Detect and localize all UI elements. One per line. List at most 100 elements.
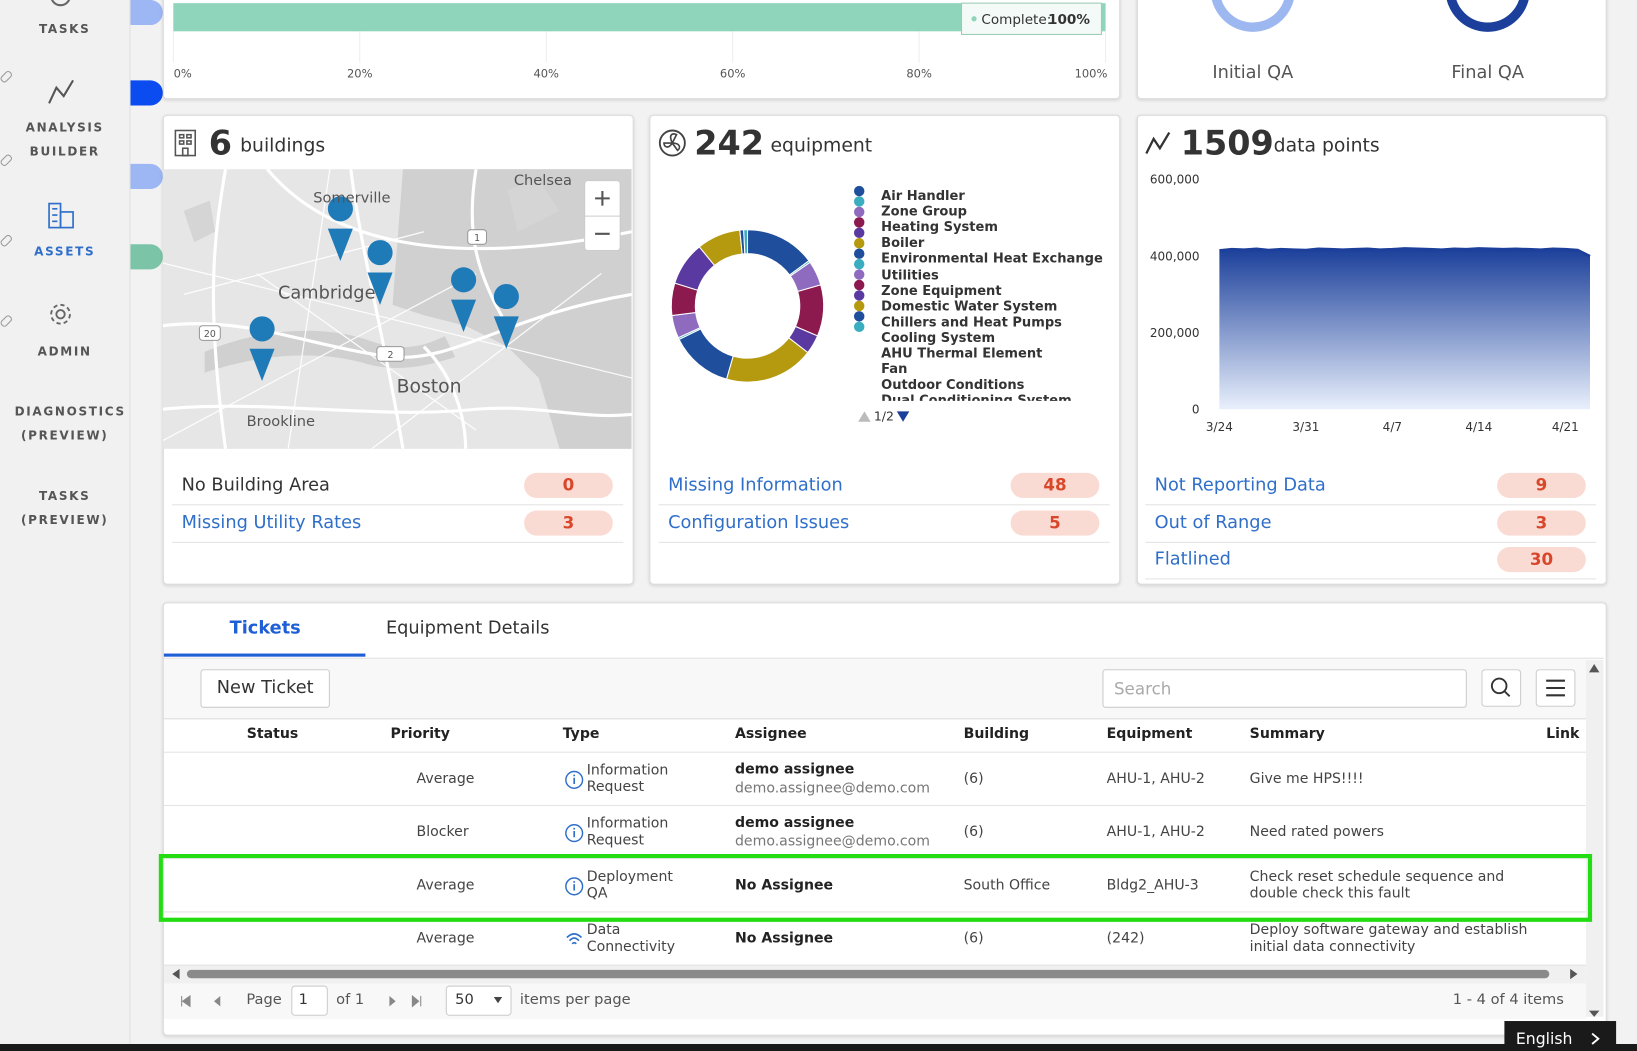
nav-item[interactable]: ANALYSIS BUILDER — [25, 120, 104, 159]
data-points-count: 1509 — [1180, 122, 1274, 163]
admin-icon — [50, 303, 71, 325]
info-circle — [565, 824, 584, 843]
search-input[interactable]: Search — [1102, 669, 1467, 708]
map: 1 2 20 Somerville Chelsea Cambridge Boston… — [162, 169, 632, 449]
issue-count: 3 — [524, 509, 613, 536]
legend-dot — [853, 227, 865, 239]
issue-count: 3 — [1497, 509, 1586, 536]
legend-label: Cooling System — [881, 329, 996, 345]
equipment-card — [649, 114, 1121, 585]
buildings-unit: buildings — [240, 134, 326, 157]
type: Information Request — [586, 761, 669, 796]
nav-item[interactable]: ASSETS — [34, 243, 96, 259]
pager-range: 1 - 4 of 4 items — [1452, 991, 1564, 1009]
analysis-icon — [48, 79, 74, 104]
assignee-email: demo.assignee@demo.com — [734, 833, 931, 850]
buildings-count: 6 — [208, 122, 233, 163]
highlight-box — [158, 853, 1593, 922]
map-label: Boston — [397, 377, 462, 398]
tab[interactable]: Equipment Details — [385, 617, 550, 639]
assignee: No Assignee — [734, 930, 834, 947]
nav-item[interactable]: ADMIN — [37, 343, 92, 359]
type: Information Request — [586, 815, 669, 849]
type: Data Connectivity — [586, 921, 676, 956]
data-points-icon — [1145, 131, 1171, 154]
issue-separator — [658, 541, 1110, 543]
y-tick-label: 200,000 — [1150, 326, 1200, 340]
priority: Average — [416, 770, 475, 788]
pager-per-page[interactable]: 50 — [455, 991, 474, 1009]
nav-item[interactable]: DIAGNOSTICS (PREVIEW) — [14, 404, 126, 443]
map-label: Chelsea — [514, 172, 572, 189]
issue-count: 0 — [524, 472, 613, 498]
legend-dot — [853, 258, 865, 270]
qa-label: Initial QA — [1212, 62, 1294, 84]
progress-chart: 0% 20% 40% 60% 80% 100%Complete:100% — [172, 2, 1107, 80]
issue-label: No Building Area — [181, 474, 330, 496]
y-tick-label: 0 — [1192, 402, 1200, 416]
issue-count: 48 — [1010, 472, 1100, 498]
tab-underline — [163, 653, 366, 657]
final-qa-ring — [1446, 0, 1529, 32]
type-icon — [566, 933, 583, 945]
issue-label[interactable]: Not Reporting Data — [1154, 474, 1326, 496]
wifi-arc — [571, 941, 577, 945]
issue-label[interactable]: Configuration Issues — [668, 511, 850, 533]
equipment-unit: equipment — [770, 134, 873, 157]
legend-pager[interactable]: 1/2 — [856, 408, 919, 425]
qa-card — [1136, 0, 1607, 100]
info-circle — [565, 877, 584, 896]
equipment: AHU-1, AHU-2 — [1106, 770, 1205, 788]
language[interactable]: English — [1515, 1029, 1573, 1049]
pager-page[interactable]: 1 — [298, 991, 308, 1009]
legend-dot — [853, 290, 865, 301]
qa-label: Final QA — [1451, 62, 1525, 84]
bottom-bar — [0, 1044, 1637, 1051]
legend-dot — [853, 238, 865, 249]
assets-icon — [48, 202, 74, 229]
nav-item[interactable]: TASKS — [38, 21, 91, 37]
issue-count: 5 — [1010, 509, 1100, 536]
legend-label: Boiler — [881, 234, 925, 251]
row-separator — [163, 964, 1586, 966]
issue-label[interactable]: Missing Information — [668, 474, 843, 496]
x-tick-label: 0% — [174, 66, 192, 80]
equipment: Bldg2_AHU-3 — [1106, 876, 1199, 894]
tooltip-dot — [971, 16, 977, 22]
column-header: Priority — [390, 725, 450, 743]
table-scroll — [163, 964, 1586, 1019]
issue-label[interactable]: Flatlined — [1154, 548, 1231, 570]
initial-qa-ring — [1211, 0, 1294, 32]
priority: Average — [416, 930, 475, 947]
column-header: Link — [1546, 725, 1580, 743]
legend-dot — [853, 217, 865, 228]
building: South Office — [963, 876, 1051, 894]
x-tick-label: 4/7 — [1383, 420, 1402, 434]
donut-chart — [670, 229, 825, 383]
nav-icons — [48, 0, 74, 325]
legend-dot — [853, 248, 865, 259]
tooltip — [961, 2, 1102, 35]
building: (6) — [963, 823, 984, 841]
legend-dot — [853, 279, 865, 291]
issue-label[interactable]: Missing Utility Rates — [181, 511, 362, 533]
tooltip-value: 100% — [1048, 12, 1090, 28]
new-ticket-button[interactable]: New Ticket — [200, 669, 330, 708]
issue-separator — [1145, 504, 1597, 506]
type-icon — [565, 877, 584, 896]
svg-text:2: 2 — [387, 350, 393, 361]
legend-dot — [853, 300, 865, 312]
toolbar-buttons[interactable] — [1481, 669, 1577, 708]
zoom-controls[interactable] — [584, 180, 621, 252]
equipment: (242) — [1106, 930, 1145, 947]
tab[interactable]: Tickets — [229, 617, 301, 639]
issue-label[interactable]: Out of Range — [1154, 511, 1272, 533]
tooltip-label: Complete: — [981, 12, 1051, 28]
legend-label: Fan — [881, 360, 908, 377]
wifi-arc — [568, 937, 580, 942]
language-box[interactable] — [1504, 1021, 1617, 1051]
info-circle — [565, 770, 584, 789]
nav-item[interactable]: TASKS (PREVIEW) — [20, 488, 109, 528]
donut-segment — [725, 337, 809, 383]
